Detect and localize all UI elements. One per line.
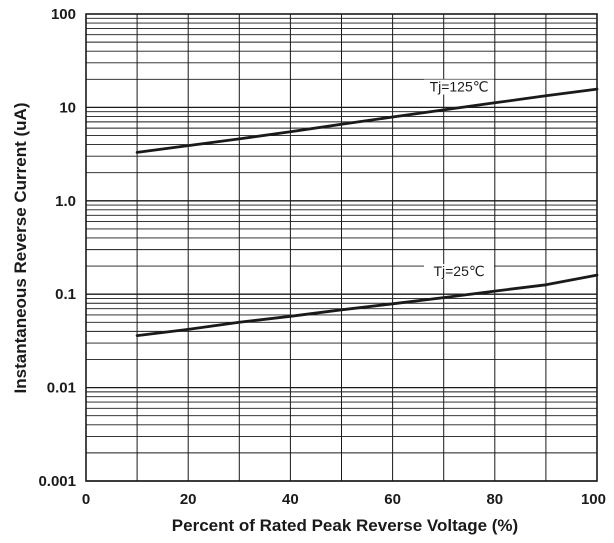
x-tick-label: 40 [282,491,299,508]
curve-labels: Tj=125℃ Tj=25℃ [424,78,495,280]
y-tick-label: 1.0 [55,193,76,210]
x-tick-label: 100 [581,491,606,508]
x-tick-labels: 0 20 40 60 80 100 [82,491,606,508]
x-tick-label: 0 [82,491,90,508]
curve-label-background [424,264,495,280]
curve-label: Tj=125℃ [430,78,489,94]
y-tick-label: 0.01 [47,380,76,397]
y-tick-label: 10 [59,99,76,116]
grid [85,14,598,482]
curve-label: Tj=25℃ [433,263,484,279]
x-tick-label: 80 [486,491,503,508]
x-tick-label: 60 [384,491,401,508]
y-tick-labels: 100 10 1.0 0.1 0.01 0.001 [38,6,76,490]
series-lines [135,87,599,338]
y-tick-label: 0.001 [38,473,76,490]
series-line-tj-25c [135,273,599,338]
plot-frame [85,13,598,482]
plot-border [85,13,598,482]
curve-label-background [424,79,495,95]
series-line-tj-125c [135,87,599,154]
x-tick-label: 20 [180,491,197,508]
y-axis-title: Instantaneous Reverse Current (uA) [11,103,30,394]
y-tick-label: 0.1 [55,286,76,303]
x-axis-title: Percent of Rated Peak Reverse Voltage (%… [172,516,518,535]
y-tick-label: 100 [51,6,76,23]
